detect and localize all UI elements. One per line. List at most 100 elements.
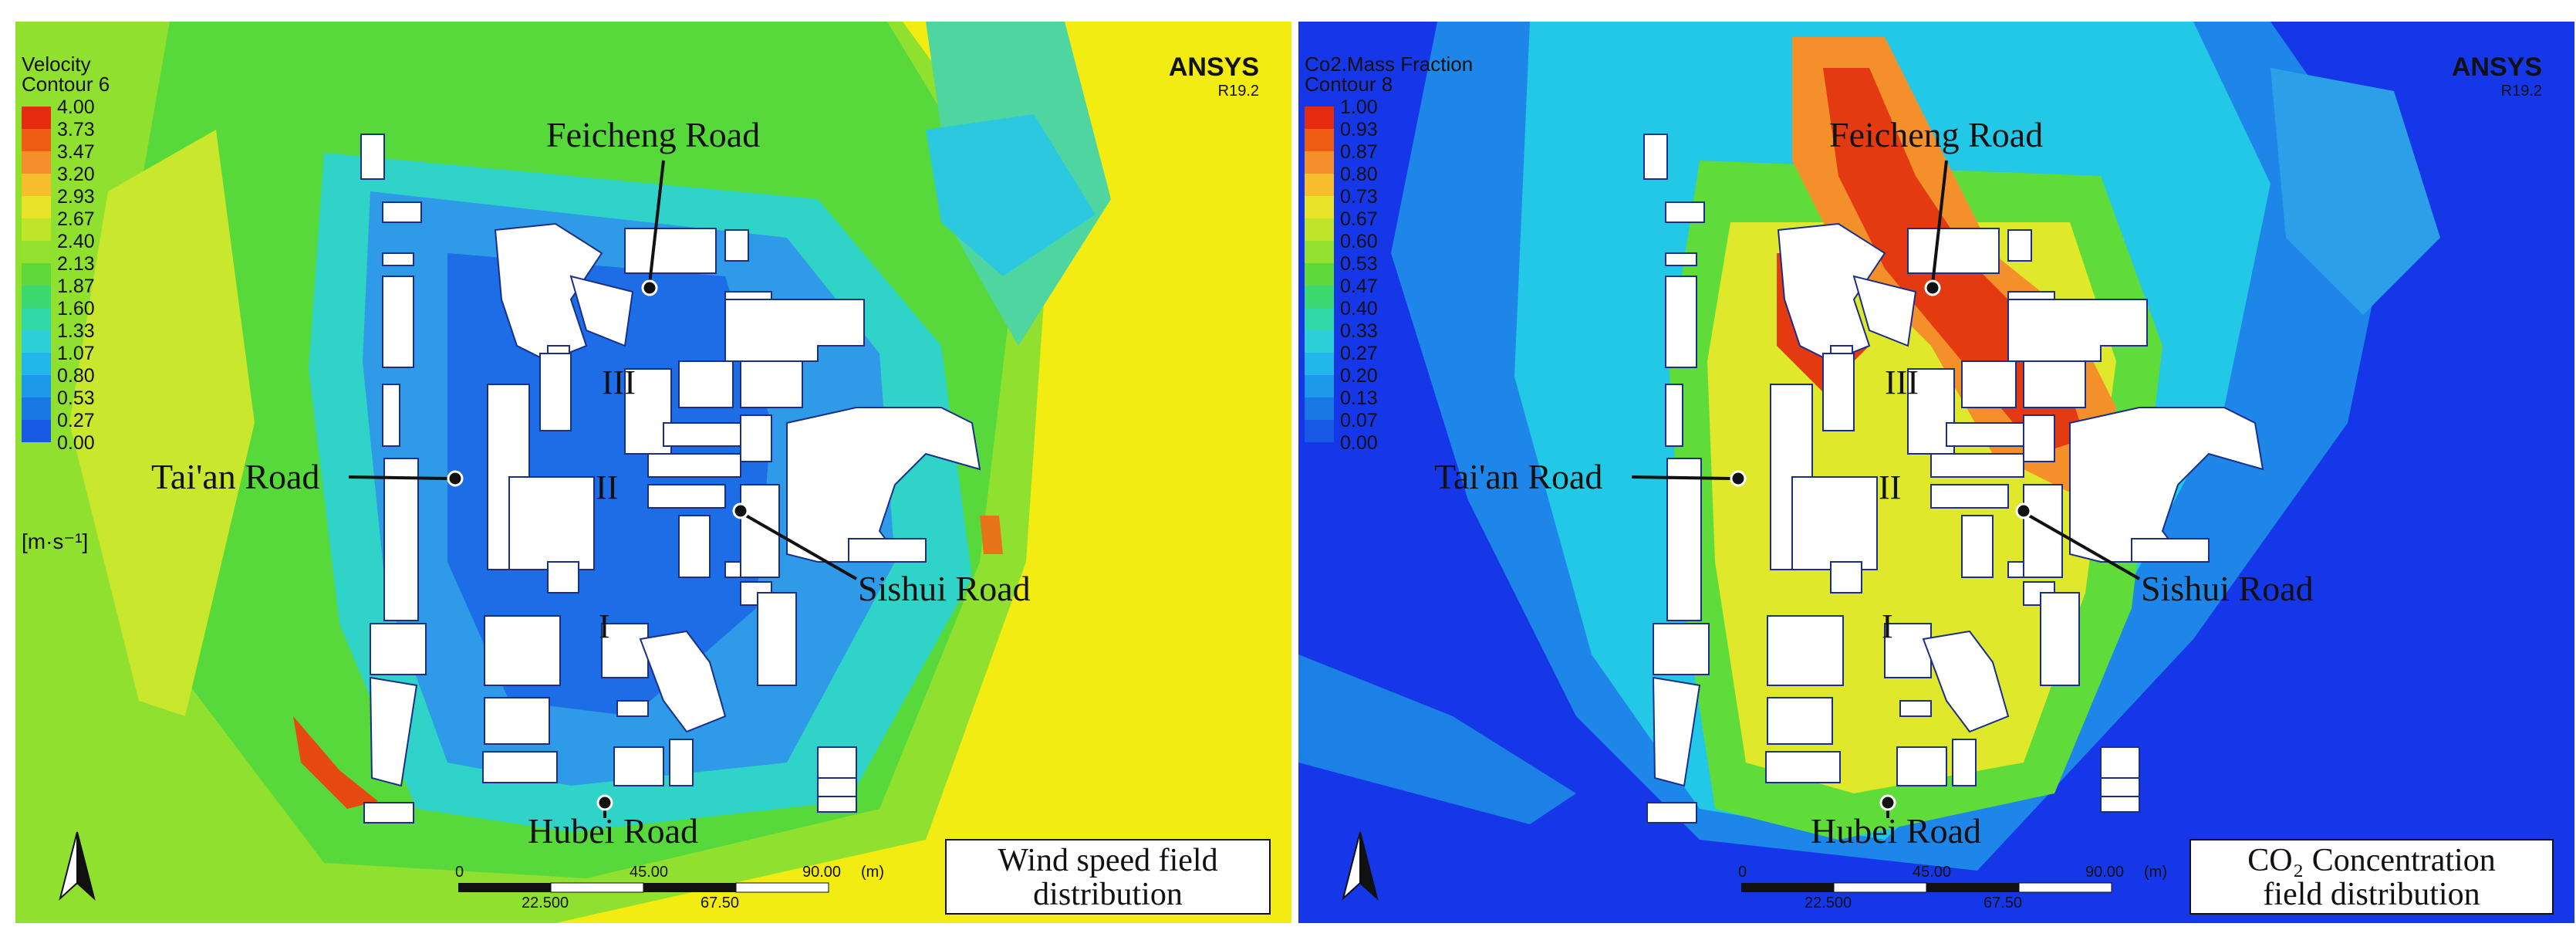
legend-value: 0.47 [1340,276,1378,297]
legend-value: 2.93 [57,186,95,208]
legend-value: 0.53 [57,387,95,409]
caption-line-2: distribution [1033,877,1183,912]
legend-value: 0.27 [1340,343,1378,364]
scale-label-67: 67.50 [1983,895,2022,911]
ansys-version: R19.2 [2501,83,2542,100]
legend-unit: [m·s⁻¹] [22,529,88,553]
buildings [360,134,981,824]
buildings [1643,134,2264,824]
legend-subtitle: Contour 8 [1305,73,1393,96]
legend-swatch [22,263,51,286]
sishui-leader-line [2023,511,2140,580]
legend-swatch [1305,174,1334,196]
sishui-marker [732,502,749,519]
legend-subtitle: Contour 6 [22,73,110,96]
road-label-taian: Tai'an Road [151,457,319,496]
zone-label-one: I [1882,607,1893,645]
legend-swatch [1305,263,1334,286]
legend-value: 0.87 [1340,141,1378,163]
scale-label-90: 90.00 [802,864,841,881]
scale-label-45: 45.00 [630,864,668,881]
road-label-sishui: Sishui Road [858,569,1031,608]
legend-swatch [22,174,51,196]
legend-value: 0.80 [57,365,95,387]
legend-swatch [1305,375,1334,397]
caption-box [945,839,1271,915]
contour-band-left-lower [1298,654,1576,824]
ansys-brand: ANSYS [1169,52,1259,82]
zone-label-one: I [599,607,610,645]
legend-title: Co2.Mass Fraction [1305,52,1473,76]
legend-value: 0.33 [1340,320,1378,342]
feicheng-marker [1924,279,1941,296]
legend-value: 3.47 [57,141,95,163]
legend-value: 0.40 [1340,298,1378,320]
taian-leader-line [348,475,448,480]
scale-label-45: 45.00 [1913,864,1951,881]
scale-bar: 0 45.00 90.00 (m) 22.500 67.50 [1738,864,2167,911]
legend-value: 0.73 [1340,186,1378,208]
legend-value: 3.73 [57,119,95,140]
legend-value: 0.07 [1340,410,1378,431]
scale-label-22: 22.500 [522,895,569,911]
high-speed-spot-left [293,716,378,809]
ansys-version: R19.2 [1218,83,1259,100]
legend-swatch [22,241,51,263]
scale-label-22: 22.500 [1805,895,1852,911]
legend-value: 2.40 [57,231,95,252]
north-arrow-icon [1342,831,1379,901]
legend-value: 1.07 [57,343,95,364]
legend-swatch [22,353,51,375]
legend-value: 0.80 [1340,164,1378,185]
legend-swatch [22,107,51,129]
feicheng-leader-line [1931,160,1948,285]
caption-line-1: CO₂ Concentration [2247,843,2495,878]
legend-value: 1.60 [57,298,95,320]
legend-title: Velocity [22,52,91,76]
road-label-feicheng: Feicheng Road [1829,115,2043,154]
scale-label-unit: (m) [2144,864,2167,881]
hubei-marker [1879,794,1896,811]
legend-swatch [1305,107,1334,129]
legend-swatch [22,129,51,151]
legend-swatch [1305,241,1334,263]
zone-label-three: III [602,364,636,401]
zone-label-two: II [1879,468,1901,506]
road-label-taian: Tai'an Road [1434,457,1602,496]
legend-value: 0.67 [1340,208,1378,230]
legend-swatch [1305,397,1334,420]
road-label-hubei: Hubei Road [1811,811,1981,851]
scale-label-0: 0 [455,864,464,881]
legend-swatch [22,397,51,420]
legend-value: 2.67 [57,208,95,230]
legend-swatch [1305,308,1334,330]
legend-value: 0.93 [1340,119,1378,140]
scale-bar: 0 45.00 90.00 (m) 22.500 67.50 [455,864,884,911]
taian-leader-line [1631,475,1731,480]
color-legend: 4.003.733.473.202.932.672.402.131.871.60… [22,96,95,454]
north-arrow-icon [59,831,96,901]
road-label-sishui: Sishui Road [2141,569,2314,608]
legend-swatch [22,196,51,218]
legend-value: 1.87 [57,276,95,297]
legend-value: 0.00 [57,432,95,454]
legend-swatch [1305,330,1334,353]
legend-value: 1.33 [57,320,95,342]
contour-band-cyan-top [926,114,1096,276]
road-label-hubei: Hubei Road [528,811,698,851]
contour-band-light-left [69,130,255,716]
legend-swatch [22,218,51,241]
legend-swatch [1305,129,1334,151]
left-panel-wind-speed: Velocity Contour 6 4.00 3.73 3.47 3.20 2.93 2… [15,22,1291,923]
legend-swatch [22,286,51,308]
wind-speed-contour-plot: Velocity Contour 6 4.003.733.473.202.932… [15,22,1291,923]
scale-label-90: 90.00 [2085,864,2124,881]
co2-concentration-contour-plot: Co2.Mass Fraction Contour 8 1.000.930.87… [1298,22,2574,923]
legend-value: 3.20 [57,164,95,185]
caption-box [2189,839,2554,915]
legend-value: 4.00 [57,96,95,118]
legend-value: 0.20 [1340,365,1378,387]
legend-value: 0.60 [1340,231,1378,252]
legend-swatch [22,308,51,330]
sishui-marker [2015,502,2032,519]
